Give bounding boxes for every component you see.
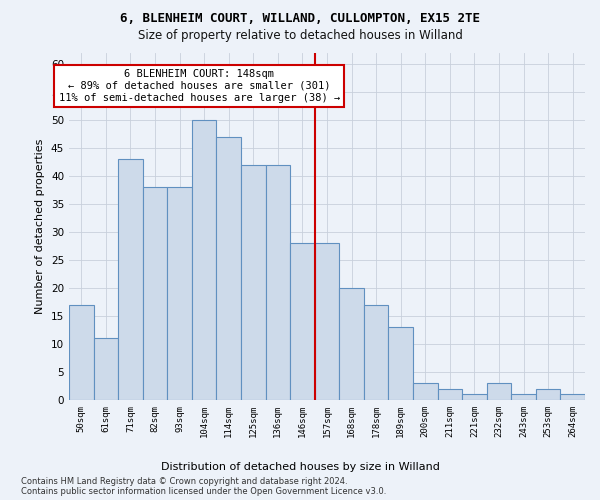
Bar: [388, 327, 413, 400]
Bar: [69, 304, 94, 400]
Text: 6, BLENHEIM COURT, WILLAND, CULLOMPTON, EX15 2TE: 6, BLENHEIM COURT, WILLAND, CULLOMPTON, …: [120, 12, 480, 26]
Bar: [511, 394, 536, 400]
Bar: [118, 159, 143, 400]
Bar: [266, 164, 290, 400]
Text: Contains HM Land Registry data © Crown copyright and database right 2024.: Contains HM Land Registry data © Crown c…: [21, 478, 347, 486]
Bar: [315, 243, 339, 400]
Bar: [462, 394, 487, 400]
Text: 6 BLENHEIM COURT: 148sqm
← 89% of detached houses are smaller (301)
11% of semi-: 6 BLENHEIM COURT: 148sqm ← 89% of detach…: [59, 70, 340, 102]
Bar: [364, 304, 388, 400]
Bar: [241, 164, 266, 400]
Bar: [167, 187, 192, 400]
Y-axis label: Number of detached properties: Number of detached properties: [35, 138, 46, 314]
Bar: [217, 136, 241, 400]
Text: Size of property relative to detached houses in Willand: Size of property relative to detached ho…: [137, 29, 463, 42]
Bar: [413, 383, 437, 400]
Text: Distribution of detached houses by size in Willand: Distribution of detached houses by size …: [161, 462, 439, 472]
Bar: [94, 338, 118, 400]
Bar: [437, 389, 462, 400]
Bar: [192, 120, 217, 400]
Bar: [339, 288, 364, 400]
Text: Contains public sector information licensed under the Open Government Licence v3: Contains public sector information licen…: [21, 487, 386, 496]
Bar: [487, 383, 511, 400]
Bar: [290, 243, 315, 400]
Bar: [560, 394, 585, 400]
Bar: [143, 187, 167, 400]
Bar: [536, 389, 560, 400]
